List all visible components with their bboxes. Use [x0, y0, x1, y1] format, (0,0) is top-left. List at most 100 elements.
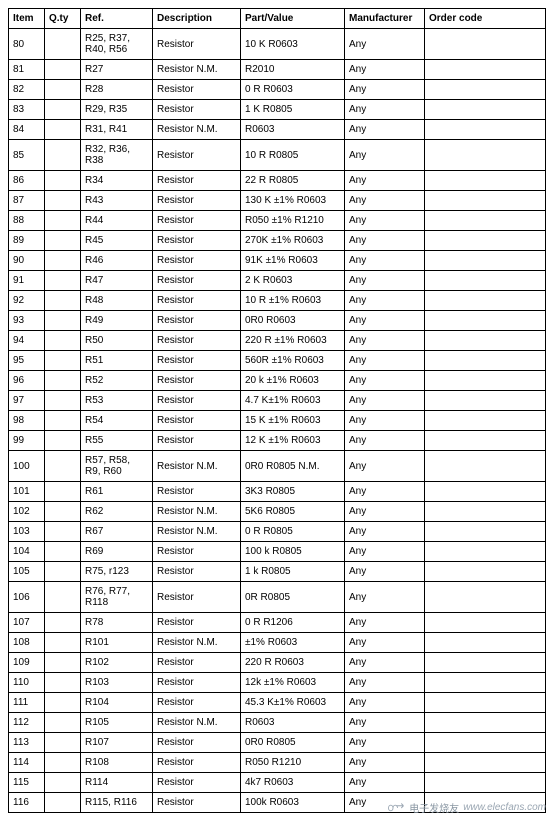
table-cell: Resistor	[153, 773, 241, 793]
table-cell: Any	[345, 582, 425, 613]
table-cell: R114	[81, 773, 153, 793]
table-cell: R34	[81, 171, 153, 191]
table-cell	[425, 311, 546, 331]
table-cell: Any	[345, 371, 425, 391]
table-cell: 94	[9, 331, 45, 351]
table-cell: Any	[345, 331, 425, 351]
table-cell: 3K3 R0805	[241, 482, 345, 502]
table-cell: R67	[81, 522, 153, 542]
table-cell: R44	[81, 211, 153, 231]
table-cell: R62	[81, 502, 153, 522]
table-cell	[425, 793, 546, 813]
table-cell: 105	[9, 562, 45, 582]
table-cell	[425, 371, 546, 391]
table-cell: Any	[345, 713, 425, 733]
table-cell	[425, 29, 546, 60]
table-cell: Resistor	[153, 211, 241, 231]
table-cell: 270K ±1% R0603	[241, 231, 345, 251]
table-cell: R115, R116	[81, 793, 153, 813]
table-cell: R55	[81, 431, 153, 451]
table-cell: Any	[345, 191, 425, 211]
table-cell: 5K6 R0805	[241, 502, 345, 522]
table-cell: 96	[9, 371, 45, 391]
table-cell	[45, 653, 81, 673]
table-cell: 84	[9, 120, 45, 140]
table-cell: 4.7 K±1% R0603	[241, 391, 345, 411]
table-cell	[45, 753, 81, 773]
table-cell	[425, 633, 546, 653]
table-cell: 113	[9, 733, 45, 753]
table-cell: R27	[81, 60, 153, 80]
table-cell: 82	[9, 80, 45, 100]
table-row: 94R50Resistor220 R ±1% R0603Any	[9, 331, 546, 351]
table-cell	[45, 351, 81, 371]
col-ref: Ref.	[81, 9, 153, 29]
table-cell: R31, R41	[81, 120, 153, 140]
table-cell: Resistor	[153, 793, 241, 813]
table-cell	[45, 60, 81, 80]
table-cell: Resistor	[153, 371, 241, 391]
table-cell: 91	[9, 271, 45, 291]
table-cell: Resistor	[153, 140, 241, 171]
table-cell: 98	[9, 411, 45, 431]
table-cell	[425, 482, 546, 502]
table-cell: 10 R ±1% R0603	[241, 291, 345, 311]
table-cell: 130 K ±1% R0603	[241, 191, 345, 211]
table-row: 100R57, R58, R9, R60Resistor N.M.0R0 R08…	[9, 451, 546, 482]
table-row: 86R34Resistor22 R R0805Any	[9, 171, 546, 191]
table-cell: R050 ±1% R1210	[241, 211, 345, 231]
table-cell: Resistor	[153, 673, 241, 693]
table-cell: 12 K ±1% R0603	[241, 431, 345, 451]
col-qty: Q.ty	[45, 9, 81, 29]
table-cell: Resistor	[153, 80, 241, 100]
table-cell	[425, 211, 546, 231]
table-cell	[425, 451, 546, 482]
table-cell: R46	[81, 251, 153, 271]
table-cell	[425, 140, 546, 171]
table-cell: Resistor N.M.	[153, 502, 241, 522]
table-row: 112R105Resistor N.M.R0603Any	[9, 713, 546, 733]
table-cell	[45, 502, 81, 522]
table-cell	[45, 100, 81, 120]
table-cell: 12k ±1% R0603	[241, 673, 345, 693]
table-cell: R51	[81, 351, 153, 371]
table-cell: Resistor	[153, 582, 241, 613]
table-cell: R0603	[241, 120, 345, 140]
table-cell: Resistor N.M.	[153, 522, 241, 542]
table-cell: Any	[345, 231, 425, 251]
table-cell	[45, 311, 81, 331]
table-cell	[425, 251, 546, 271]
table-cell	[45, 562, 81, 582]
table-row: 103R67Resistor N.M.0 R R0805Any	[9, 522, 546, 542]
table-row: 115R114Resistor4k7 R0603Any	[9, 773, 546, 793]
col-item: Item	[9, 9, 45, 29]
table-cell: R050 R1210	[241, 753, 345, 773]
table-cell: 45.3 K±1% R0603	[241, 693, 345, 713]
table-cell: 1 K R0805	[241, 100, 345, 120]
table-cell: Any	[345, 291, 425, 311]
table-cell: 0R0 R0805 N.M.	[241, 451, 345, 482]
table-row: 95R51Resistor560R ±1% R0603Any	[9, 351, 546, 371]
table-row: 107R78Resistor0 R R1206Any	[9, 613, 546, 633]
table-cell: 1 k R0805	[241, 562, 345, 582]
table-cell: 15 K ±1% R0603	[241, 411, 345, 431]
table-cell: 110	[9, 673, 45, 693]
table-cell: 99	[9, 431, 45, 451]
table-cell: Resistor	[153, 29, 241, 60]
table-cell: 90	[9, 251, 45, 271]
table-cell: 111	[9, 693, 45, 713]
table-cell	[45, 693, 81, 713]
table-cell	[425, 502, 546, 522]
table-cell	[425, 331, 546, 351]
table-cell	[45, 391, 81, 411]
table-cell: R0603	[241, 713, 345, 733]
table-cell: 0 R R0805	[241, 522, 345, 542]
table-cell: Any	[345, 100, 425, 120]
table-cell	[425, 391, 546, 411]
table-row: 84R31, R41Resistor N.M.R0603Any	[9, 120, 546, 140]
table-cell: 92	[9, 291, 45, 311]
table-cell: Any	[345, 411, 425, 431]
table-cell: 10 K R0603	[241, 29, 345, 60]
table-cell: 220 R ±1% R0603	[241, 331, 345, 351]
table-row: 87R43Resistor130 K ±1% R0603Any	[9, 191, 546, 211]
